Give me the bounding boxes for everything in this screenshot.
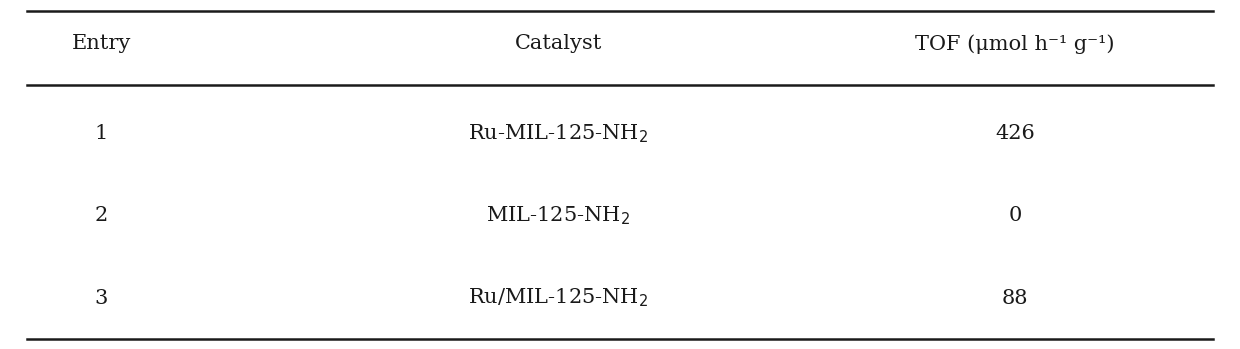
Text: TOF (μmol h⁻¹ g⁻¹): TOF (μmol h⁻¹ g⁻¹)	[915, 34, 1115, 54]
Text: 0: 0	[1008, 206, 1022, 225]
Text: MIL-125-NH$_2$: MIL-125-NH$_2$	[486, 205, 630, 227]
Text: Ru-MIL-125-NH$_2$: Ru-MIL-125-NH$_2$	[469, 122, 649, 144]
Text: 2: 2	[95, 206, 108, 225]
Text: 1: 1	[94, 124, 108, 143]
Text: 88: 88	[1002, 289, 1028, 307]
Text: Catalyst: Catalyst	[515, 35, 601, 53]
Text: 3: 3	[94, 289, 108, 307]
Text: Ru/MIL-125-NH$_2$: Ru/MIL-125-NH$_2$	[469, 287, 649, 310]
Text: 426: 426	[996, 124, 1035, 143]
Text: Entry: Entry	[72, 35, 131, 53]
